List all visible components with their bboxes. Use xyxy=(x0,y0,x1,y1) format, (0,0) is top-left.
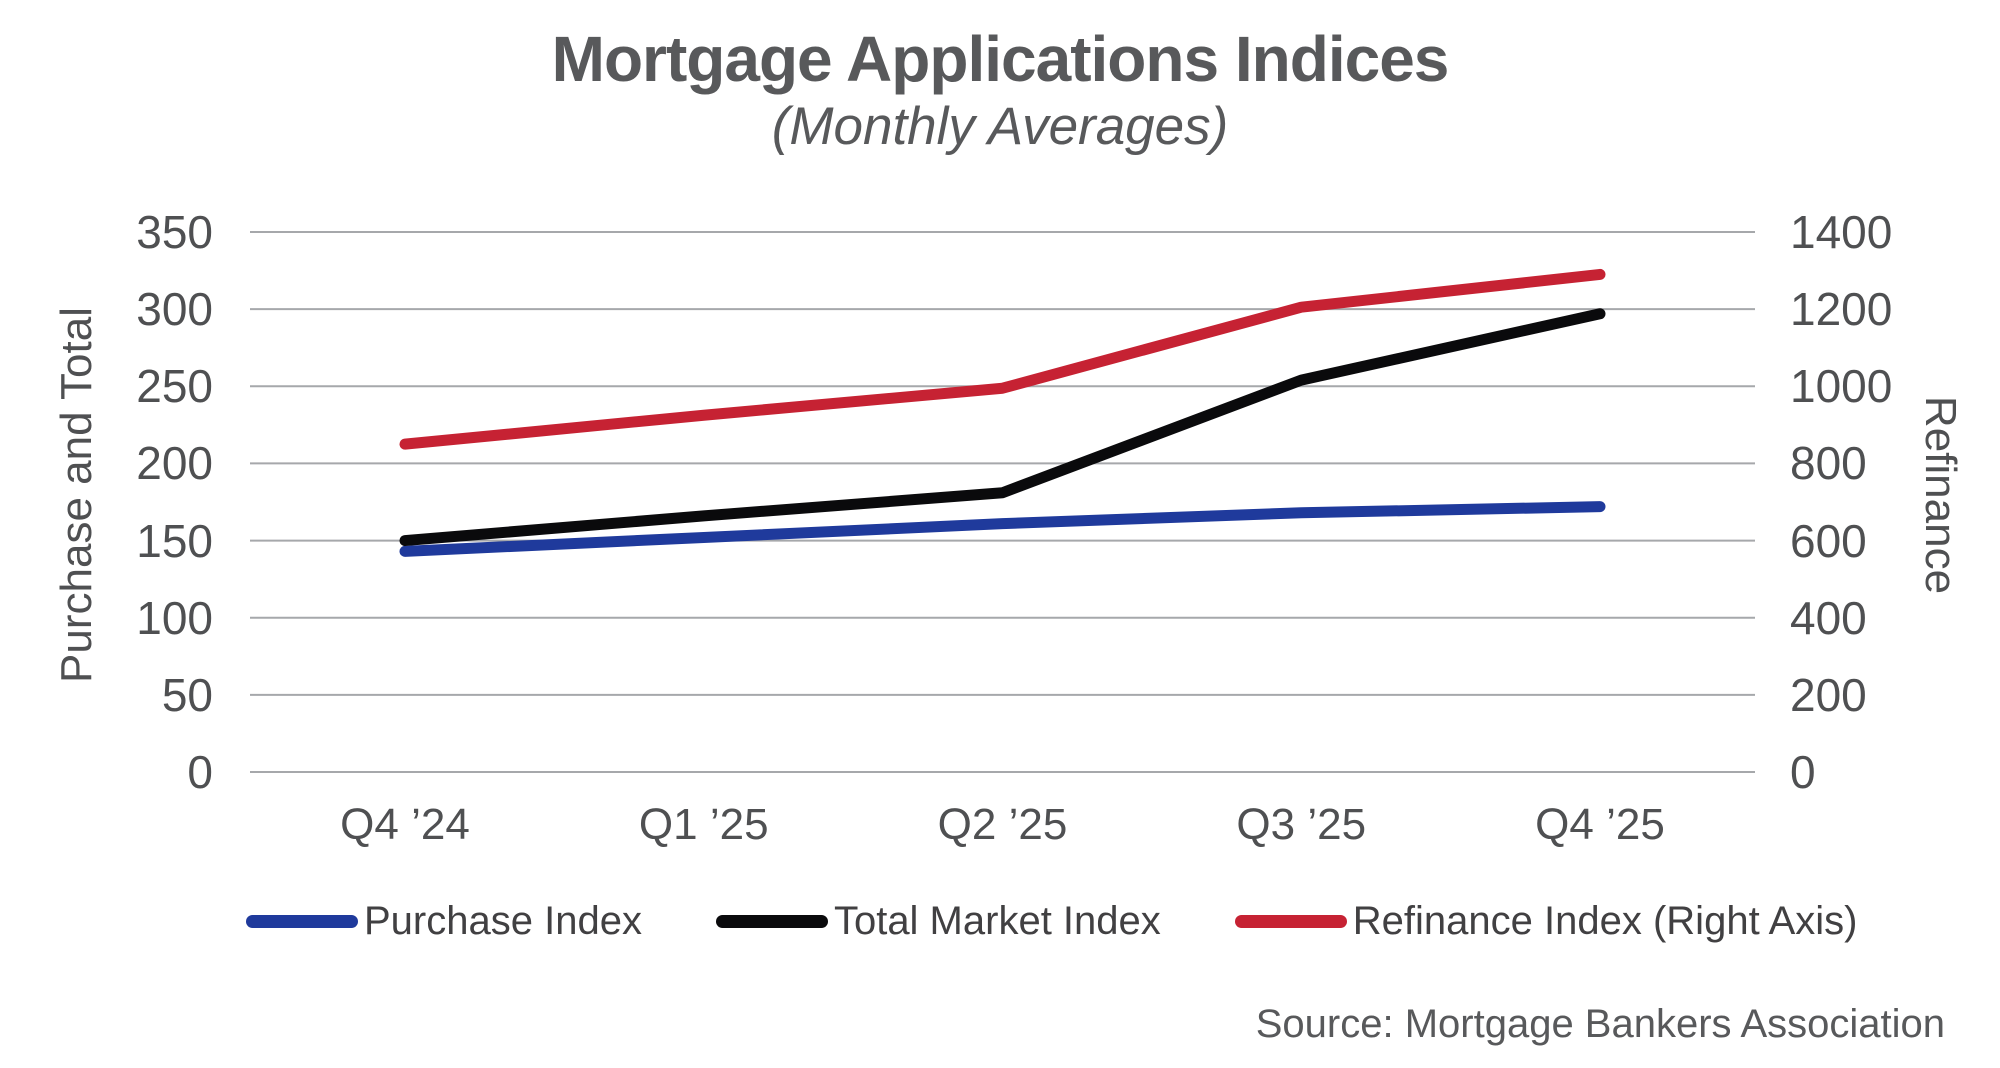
right-axis-tick-label: 200 xyxy=(1790,668,1867,721)
right-axis-tick-label: 0 xyxy=(1790,746,1816,798)
legend-item-total-market-index: Total Market Index xyxy=(715,899,1161,944)
left-axis-tick-label: 350 xyxy=(136,206,213,258)
source-note: Source: Mortgage Bankers Association xyxy=(1255,1002,1945,1046)
chart-title: Mortgage Applications Indices xyxy=(551,23,1450,95)
legend-swatch-refinance-index-right-axis xyxy=(1234,915,1347,928)
right-axis-tick-label: 400 xyxy=(1790,591,1867,644)
series-line-total-market-index xyxy=(399,308,1606,547)
series-line-refinance-index-right-axis xyxy=(399,268,1606,450)
right-axis-tick-label: 1000 xyxy=(1790,360,1893,413)
legend-item-refinance-index-right-axis: Refinance Index (Right Axis) xyxy=(1234,899,1858,944)
legend-label-total-market-index: Total Market Index xyxy=(833,899,1161,943)
right-axis-tick-label: 1200 xyxy=(1790,283,1893,336)
left-axis-tick-label: 0 xyxy=(187,746,213,798)
left-axis-tick-label: 250 xyxy=(136,360,213,413)
x-axis-tick-label: Q2 ’25 xyxy=(937,800,1068,849)
chart-subtitle: (Monthly Averages) xyxy=(771,97,1229,156)
x-axis-tick-label: Q1 ’25 xyxy=(638,800,769,849)
legend: Purchase Index Total Market Index Refinanc… xyxy=(246,899,1857,944)
right-axis-tick-label: 1400 xyxy=(1790,206,1893,258)
left-axis-tick-label: 200 xyxy=(136,437,213,490)
left-axis-tick-label: 100 xyxy=(136,591,213,644)
right-axis-tick-label: 800 xyxy=(1790,437,1867,490)
left-axis-tick-label: 150 xyxy=(136,514,213,567)
left-axis-tick-label: 50 xyxy=(161,668,213,721)
legend-swatch-purchase-index xyxy=(246,915,358,928)
legend-swatch-total-market-index xyxy=(715,915,828,928)
x-axis-tick-label: Q3 ’25 xyxy=(1236,800,1367,849)
series-line-purchase-index xyxy=(399,501,1606,557)
legend-label-refinance-index-right-axis: Refinance Index (Right Axis) xyxy=(1352,899,1858,943)
x-axis-tick-label: Q4 ’25 xyxy=(1535,800,1665,849)
x-axis-tick-label: Q4 ’24 xyxy=(340,800,470,849)
left-axis-tick-label: 300 xyxy=(136,283,213,336)
legend-label-purchase-index: Purchase Index xyxy=(364,899,642,943)
right-axis-tick-label: 600 xyxy=(1790,514,1867,567)
legend-item-purchase-index: Purchase Index xyxy=(246,899,642,944)
